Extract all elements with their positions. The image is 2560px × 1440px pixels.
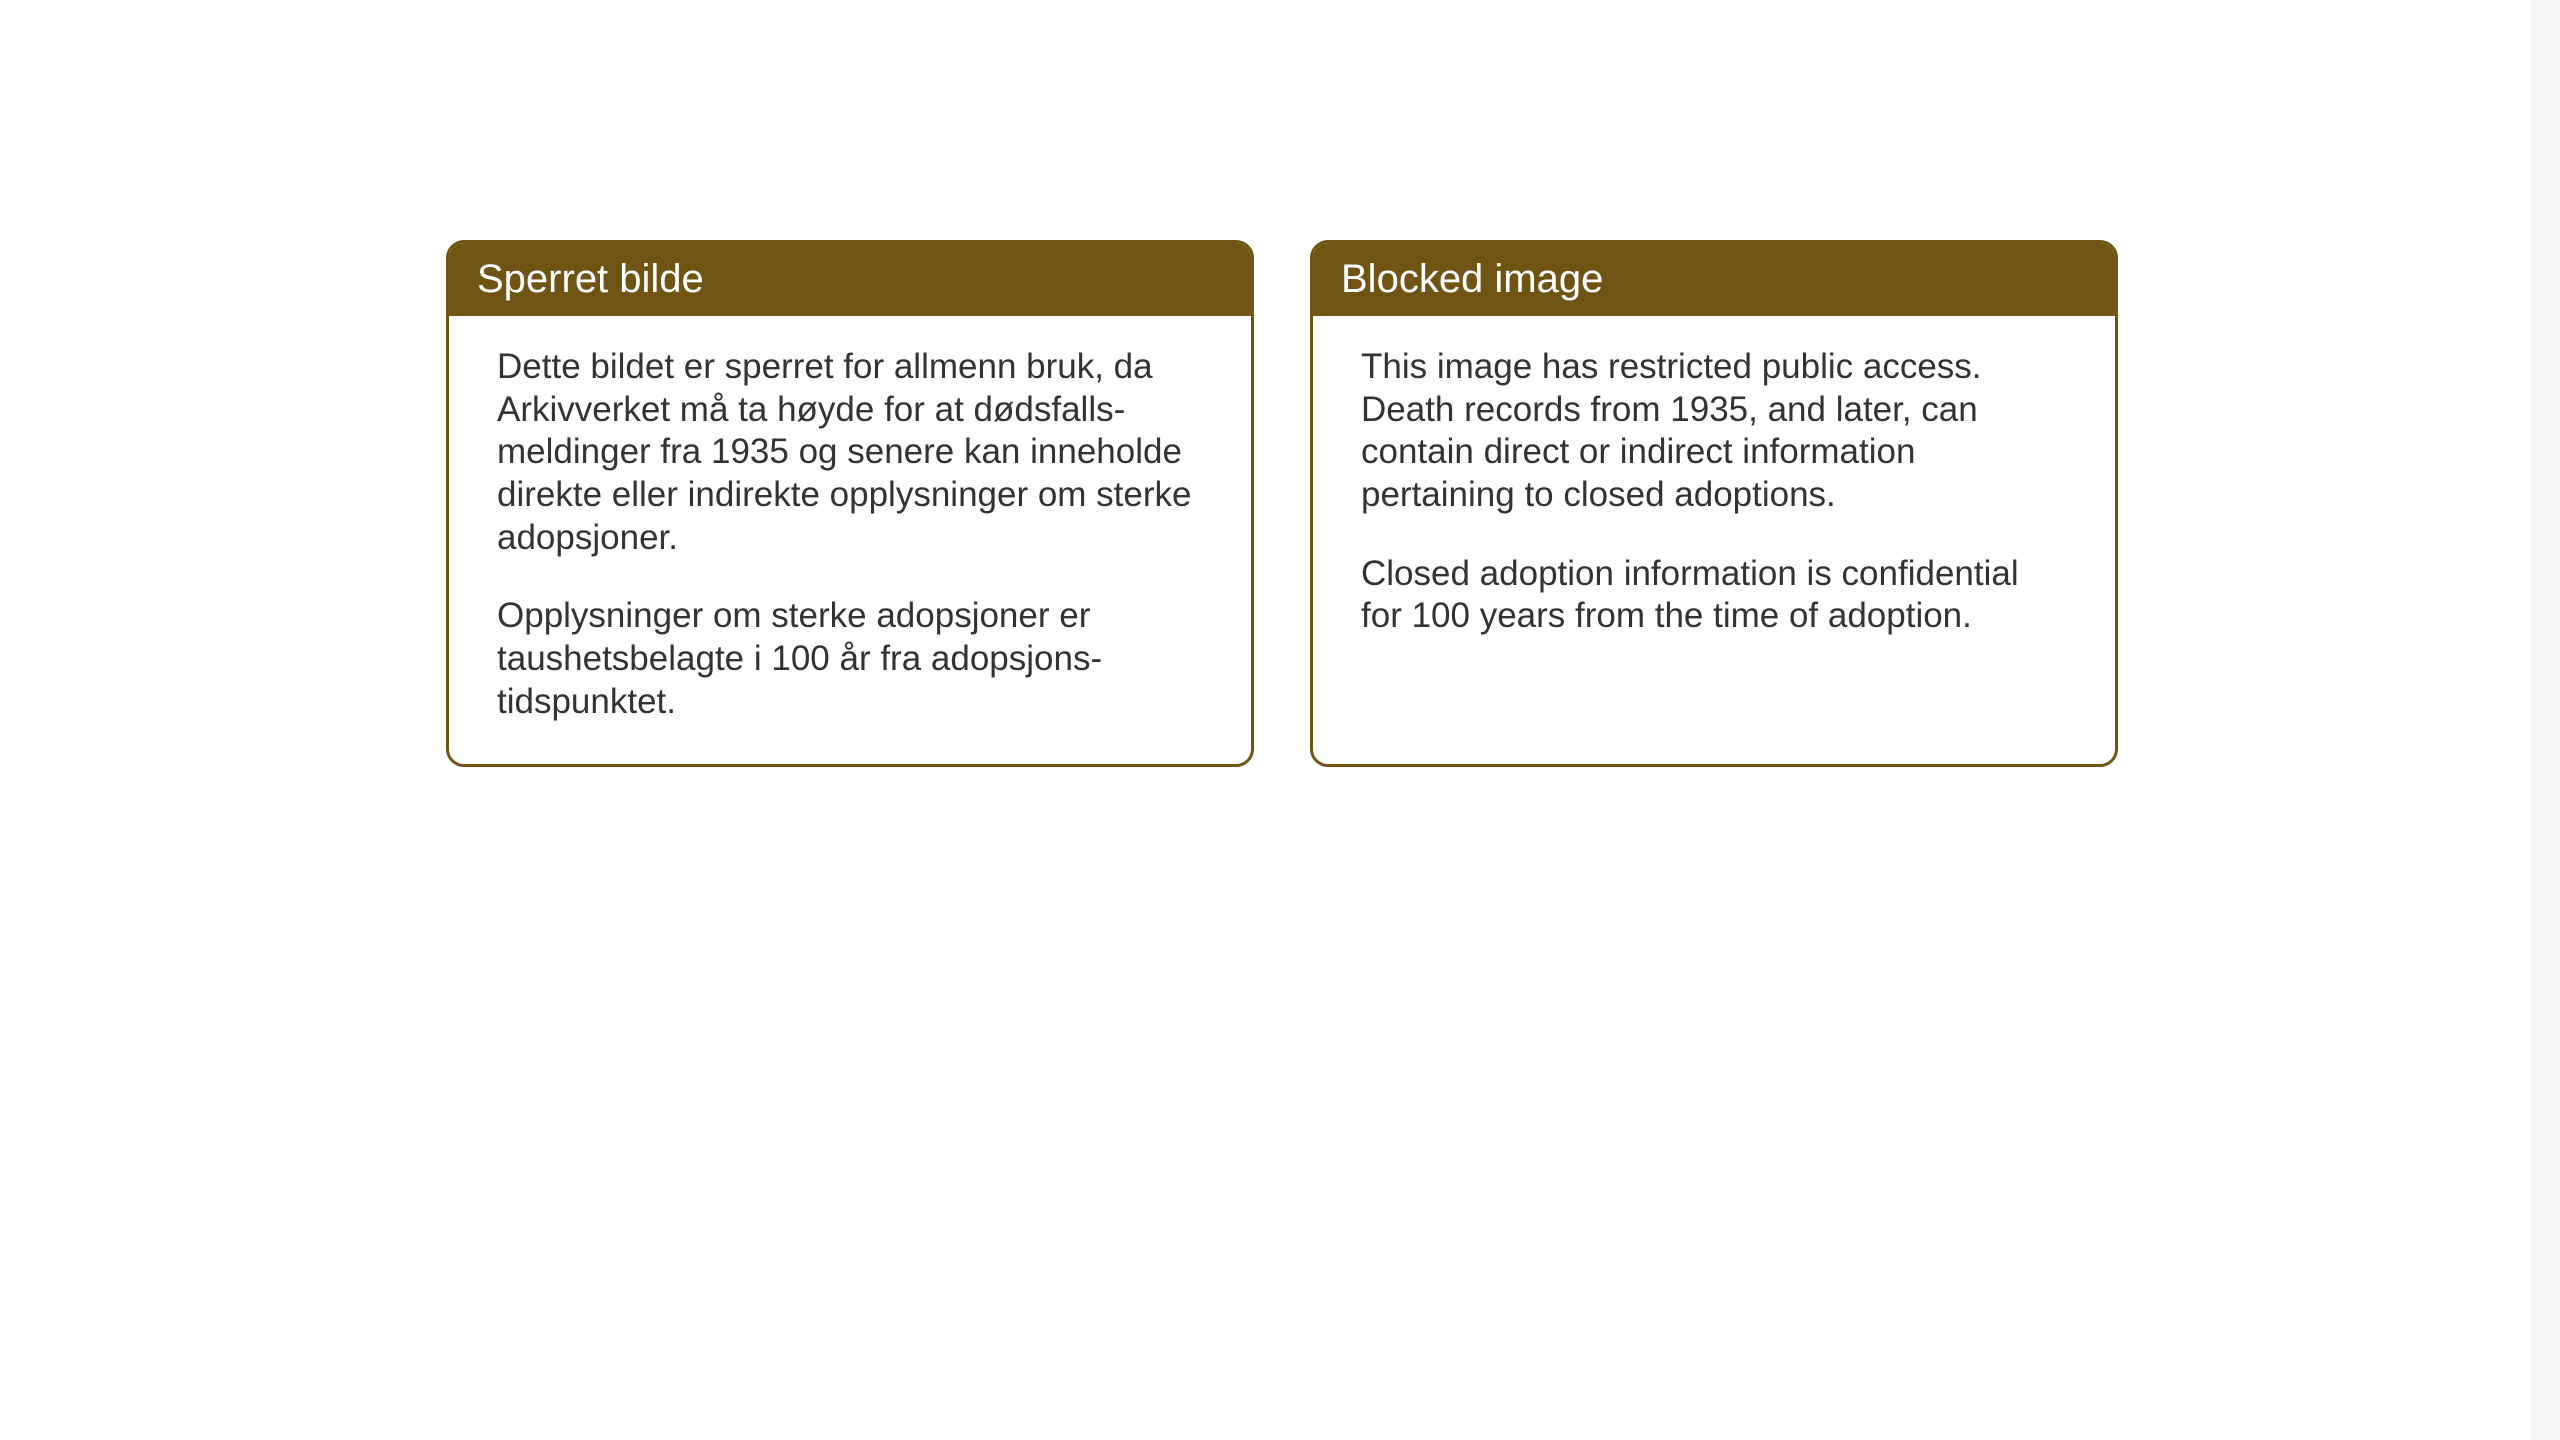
norwegian-card: Sperret bilde Dette bildet er sperret fo… — [446, 240, 1254, 767]
norwegian-paragraph-2: Opplysninger om sterke adopsjoner er tau… — [497, 595, 1203, 723]
english-card-body: This image has restricted public access.… — [1313, 316, 2115, 678]
english-paragraph-2: Closed adoption information is confident… — [1361, 553, 2067, 638]
norwegian-paragraph-1: Dette bildet er sperret for allmenn bruk… — [497, 346, 1203, 559]
english-paragraph-1: This image has restricted public access.… — [1361, 346, 2067, 517]
cards-container: Sperret bilde Dette bildet er sperret fo… — [446, 240, 2118, 767]
norwegian-card-body: Dette bildet er sperret for allmenn bruk… — [449, 316, 1251, 764]
english-card: Blocked image This image has restricted … — [1310, 240, 2118, 767]
english-card-title: Blocked image — [1313, 243, 2115, 316]
norwegian-card-title: Sperret bilde — [449, 243, 1251, 316]
vertical-scrollbar[interactable] — [2530, 0, 2560, 1440]
